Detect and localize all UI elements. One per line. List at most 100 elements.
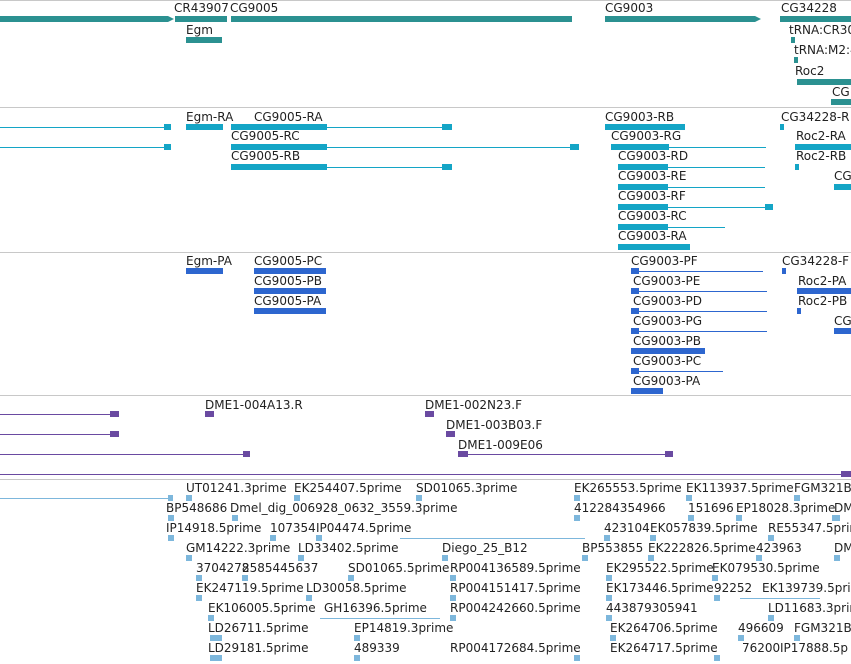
gene-label[interactable]: tRNA:M2:4 [794,43,851,57]
gene-label[interactable]: CR43907 [174,1,229,15]
est-feature[interactable] [354,635,360,641]
gene-feature[interactable] [794,57,798,63]
clone-feature[interactable] [458,451,468,457]
protein-label[interactable]: CG9005-PA [254,294,322,308]
transcript-exon[interactable] [231,144,327,150]
transcript-exon[interactable] [605,124,685,130]
protein-label[interactable]: Roc2-PA [798,274,847,288]
protein-feature[interactable] [631,388,663,394]
protein-feature[interactable] [797,308,801,314]
protein-label[interactable]: CG [834,314,851,328]
transcript-label[interactable]: CG [834,169,851,183]
protein-feature[interactable] [834,328,851,334]
transcript-label[interactable]: CG9005-RC [231,129,300,143]
est-label[interactable]: EP18028.3prime [736,501,836,515]
est-label[interactable]: DM [834,501,851,515]
est-label[interactable]: EK265553.5prime [574,481,682,495]
gene-feature[interactable] [0,16,168,22]
est-label[interactable]: LD11683.3prime [768,601,851,615]
clone-feature[interactable] [110,411,119,417]
est-feature[interactable] [738,635,744,641]
est-label[interactable]: EK247119.5prime [196,581,304,595]
est-feature[interactable] [768,615,774,621]
protein-label[interactable]: CG9003-PC [633,354,702,368]
protein-label[interactable]: CG9003-PA [633,374,701,388]
est-feature[interactable] [450,615,456,621]
est-feature[interactable] [648,555,654,561]
transcript-label[interactable]: CG9005-RA [254,110,323,124]
est-label[interactable]: 412284354966 [574,501,666,515]
protein-feature[interactable] [254,288,326,294]
protein-label[interactable]: CG9003-PB [633,334,702,348]
est-label[interactable]: 107354 [270,521,316,535]
est-label[interactable]: DM [834,541,851,555]
est-label[interactable]: 443879305941 [606,601,698,615]
est-feature[interactable] [442,555,448,561]
gene-label[interactable]: CG9005 [230,1,279,15]
est-label[interactable]: 92252 [714,581,753,595]
est-label[interactable]: SD01065.3prime [416,481,518,495]
est-feature[interactable] [794,635,800,641]
protein-feature[interactable] [782,268,786,274]
est-label[interactable]: EK254407.5prime [294,481,402,495]
est-feature[interactable] [416,495,422,501]
est-feature[interactable] [574,495,580,501]
est-label[interactable]: EP14819.3prime [354,621,454,635]
est-feature[interactable] [168,515,174,521]
est-feature[interactable] [768,535,774,541]
est-label[interactable]: LD29181.5prime [208,641,309,655]
protein-feature[interactable] [631,308,639,314]
gene-feature[interactable] [231,16,572,22]
est-label[interactable]: 76200 [742,641,781,655]
est-label[interactable]: BP553855 [582,541,644,555]
est-label[interactable]: EK222826.5prime [648,541,756,555]
est-feature[interactable] [196,575,202,581]
est-label[interactable]: EK139739.5prime [762,581,851,595]
est-feature[interactable] [208,615,214,621]
protein-label[interactable]: CG9003-PE [633,274,701,288]
est-feature[interactable] [686,495,692,501]
est-label[interactable]: 3704278 [196,561,250,575]
est-feature[interactable] [306,595,312,601]
transcript-exon[interactable] [795,144,851,150]
protein-feature[interactable] [797,288,851,294]
transcript-label[interactable]: CG9003-RE [618,169,687,183]
transcript-exon[interactable] [834,184,851,190]
est-feature[interactable] [316,535,322,541]
est-label[interactable]: IP14918.5prime [166,521,262,535]
protein-label[interactable]: Egm-PA [186,254,232,268]
est-label[interactable]: RP004151417.5prime [450,581,581,595]
est-feature[interactable] [450,575,456,581]
protein-feature[interactable] [254,308,326,314]
est-feature[interactable] [354,655,360,661]
transcript-exon[interactable] [780,124,784,130]
transcript-label[interactable]: CG9003-RG [611,129,682,143]
transcript-exon[interactable] [765,204,773,210]
est-label[interactable]: 151696 [688,501,734,515]
est-feature[interactable] [714,655,720,661]
est-feature[interactable] [294,495,300,501]
est-feature[interactable] [232,515,238,521]
transcript-exon[interactable] [231,164,327,170]
transcript-exon[interactable] [442,124,452,130]
transcript-label[interactable]: Egm-RA [186,110,234,124]
est-feature[interactable] [582,555,588,561]
est-label[interactable]: FGM321B [794,621,851,635]
est-label[interactable]: Dmel_dig_006928_0632_3559.3prime [230,501,458,515]
est-label[interactable]: 2585445637 [242,561,319,575]
est-label[interactable]: 423104 [604,521,650,535]
est-feature[interactable] [688,515,694,521]
transcript-label[interactable]: CG9003-RB [605,110,675,124]
est-feature[interactable] [794,495,800,501]
est-label[interactable]: BP548686 [166,501,228,515]
est-feature[interactable] [348,575,354,581]
est-label[interactable]: IP04474.5prime [316,521,412,535]
est-label[interactable]: Diego_25_B12 [442,541,528,555]
gene-feature[interactable] [791,37,795,43]
gene-label[interactable]: tRNA:CR30 [789,23,851,37]
transcript-exon[interactable] [231,124,327,130]
transcript-label[interactable]: Roc2-RB [796,149,847,163]
gene-feature[interactable] [175,16,227,22]
est-label[interactable]: 489339 [354,641,400,655]
clone-feature[interactable] [665,451,673,457]
